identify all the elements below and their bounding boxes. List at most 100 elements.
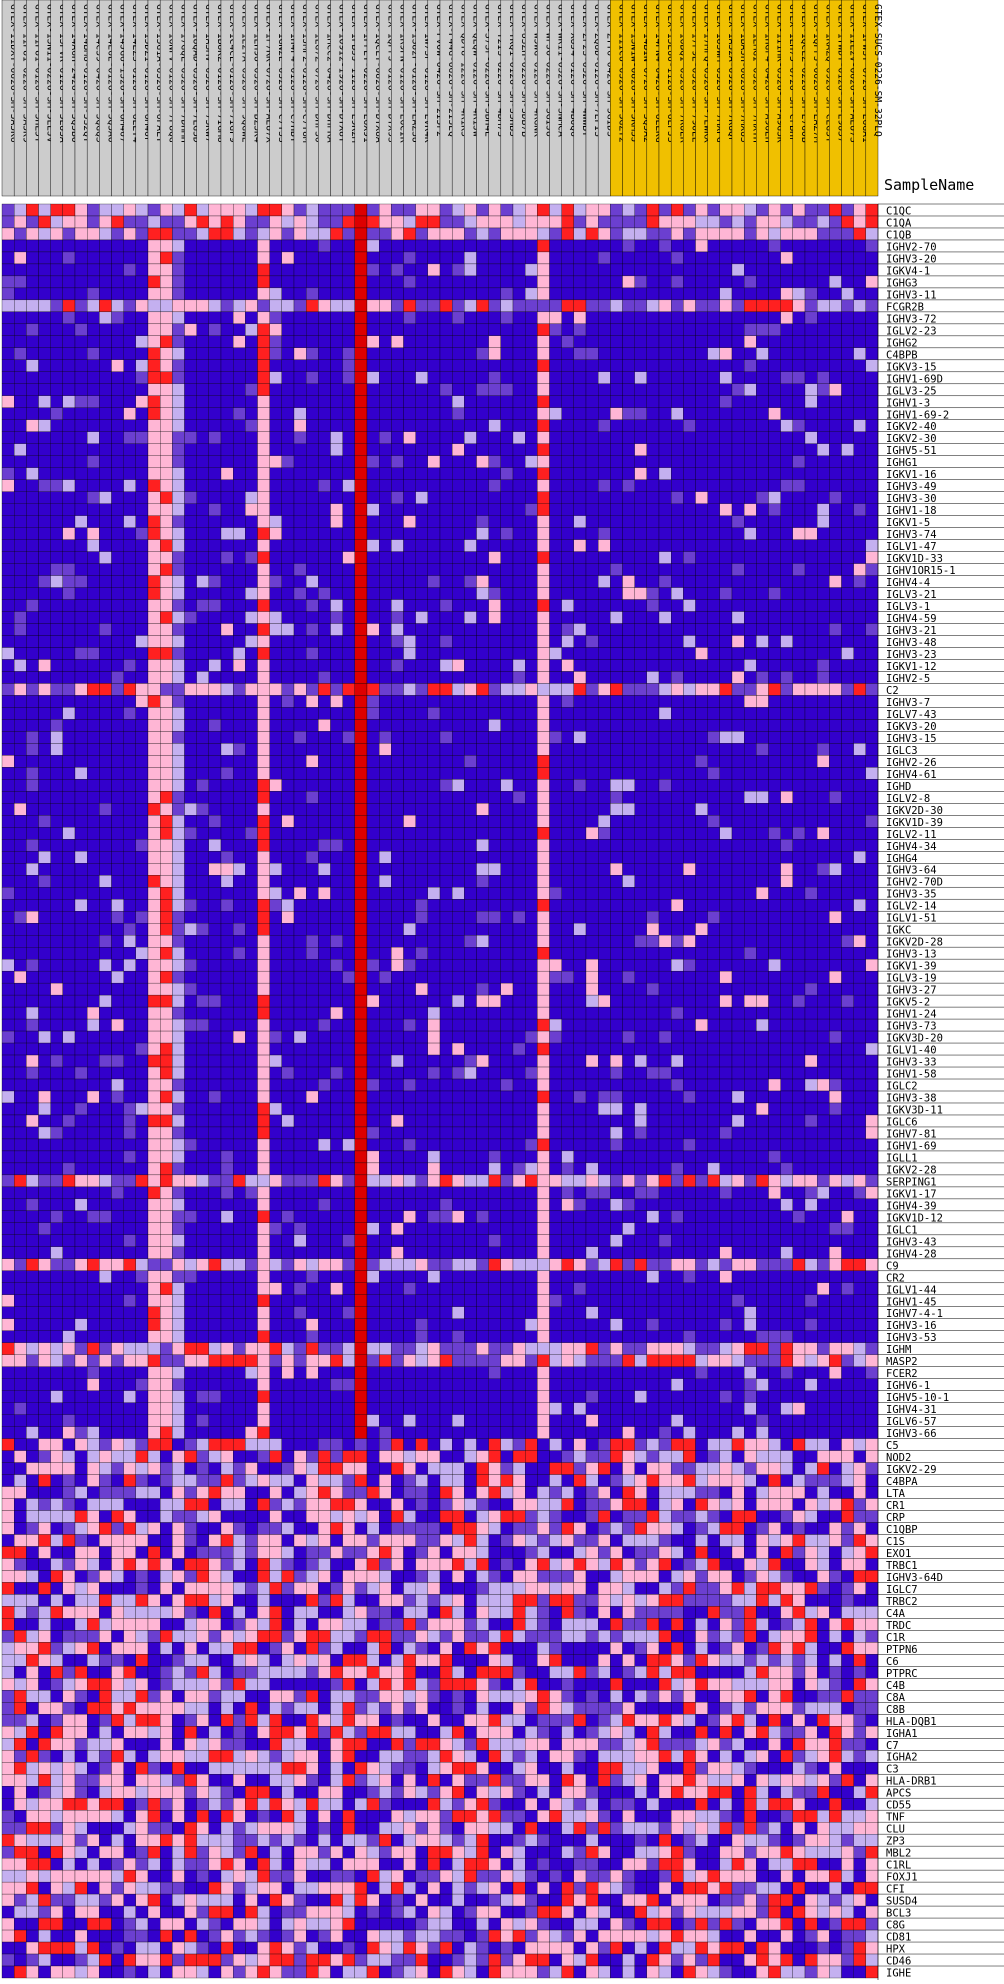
heatmap-cell (26, 923, 38, 935)
heatmap-cell (525, 216, 537, 228)
heatmap-cell (51, 971, 63, 983)
heatmap-cell (489, 923, 501, 935)
heatmap-cell (428, 324, 440, 336)
heatmap-cell (148, 935, 160, 947)
heatmap-cell (245, 791, 257, 803)
heatmap-cell (623, 384, 635, 396)
heatmap-cell (39, 624, 51, 636)
heatmap-cell (623, 516, 635, 528)
heatmap-cell (258, 372, 270, 384)
heatmap-cell (14, 671, 26, 683)
heatmap-cell (477, 875, 489, 887)
heatmap-cell (708, 312, 720, 324)
heatmap-cell (355, 959, 367, 971)
heatmap-cell (428, 312, 440, 324)
heatmap-cell (39, 576, 51, 588)
heatmap-cell (379, 504, 391, 516)
heatmap-cell (209, 540, 221, 552)
gene-label: IGHV3-48 (886, 637, 937, 649)
heatmap-cell (781, 815, 793, 827)
heatmap-cell (87, 240, 99, 252)
heatmap-cell (2, 444, 14, 456)
heatmap-cell (854, 516, 866, 528)
heatmap-cell (14, 851, 26, 863)
heatmap-cell (477, 839, 489, 851)
heatmap-cell (367, 612, 379, 624)
heatmap-cell (14, 911, 26, 923)
heatmap-cell (75, 899, 87, 911)
heatmap-cell (805, 839, 817, 851)
heatmap-cell (732, 947, 744, 959)
heatmap-cell (781, 336, 793, 348)
heatmap-cell (574, 288, 586, 300)
heatmap-cell (2, 791, 14, 803)
heatmap-cell (598, 468, 610, 480)
heatmap-cell (550, 935, 562, 947)
heatmap-cell (391, 204, 403, 216)
heatmap-cell (63, 839, 75, 851)
heatmap-cell (112, 576, 124, 588)
heatmap-cell (294, 612, 306, 624)
heatmap-cell (769, 516, 781, 528)
heatmap-cell (197, 588, 209, 600)
heatmap-cell (428, 887, 440, 899)
heatmap-cell (2, 312, 14, 324)
heatmap-cell (233, 468, 245, 480)
heatmap-cell (39, 911, 51, 923)
heatmap-cell (221, 923, 233, 935)
heatmap-cell (732, 492, 744, 504)
heatmap-cell (720, 444, 732, 456)
heatmap-cell (671, 695, 683, 707)
heatmap-cell (464, 779, 476, 791)
heatmap-cell (501, 276, 513, 288)
heatmap-cell (99, 252, 111, 264)
heatmap-cell (854, 420, 866, 432)
heatmap-cell (26, 276, 38, 288)
heatmap-cell (671, 743, 683, 755)
heatmap-cell (391, 528, 403, 540)
heatmap-cell (221, 204, 233, 216)
heatmap-cell (416, 408, 428, 420)
heatmap-cell (343, 887, 355, 899)
heatmap-cell (367, 911, 379, 923)
heatmap-cell (51, 252, 63, 264)
heatmap-cell (221, 648, 233, 660)
heatmap-cell (623, 707, 635, 719)
heatmap-cell (270, 240, 282, 252)
heatmap-cell (647, 588, 659, 600)
heatmap-cell (720, 324, 732, 336)
heatmap-cell (854, 707, 866, 719)
heatmap-cell (550, 336, 562, 348)
heatmap-cell (732, 384, 744, 396)
heatmap-cell (63, 384, 75, 396)
heatmap-cell (598, 624, 610, 636)
heatmap-cell (744, 276, 756, 288)
heatmap-cell (258, 324, 270, 336)
heatmap-cell (428, 384, 440, 396)
gene-label: IGKV4-1 (886, 265, 930, 277)
heatmap-cell (756, 600, 768, 612)
heatmap-cell (14, 827, 26, 839)
heatmap-cell (489, 528, 501, 540)
heatmap-cell (659, 600, 671, 612)
heatmap-cell (87, 300, 99, 312)
heatmap-cell (574, 300, 586, 312)
heatmap-cell (75, 204, 87, 216)
heatmap-cell (744, 348, 756, 360)
heatmap-cell (39, 659, 51, 671)
heatmap-cell (659, 839, 671, 851)
heatmap-cell (501, 408, 513, 420)
heatmap-cell (647, 348, 659, 360)
heatmap-cell (404, 516, 416, 528)
heatmap-cell (513, 336, 525, 348)
heatmap-cell (562, 504, 574, 516)
heatmap-cell (598, 947, 610, 959)
heatmap-cell (756, 743, 768, 755)
heatmap-cell (635, 576, 647, 588)
heatmap-cell (209, 408, 221, 420)
heatmap-cell (501, 887, 513, 899)
heatmap-cell (197, 671, 209, 683)
heatmap-cell (245, 588, 257, 600)
heatmap-cell (440, 827, 452, 839)
gene-label: C1QB (886, 229, 911, 241)
